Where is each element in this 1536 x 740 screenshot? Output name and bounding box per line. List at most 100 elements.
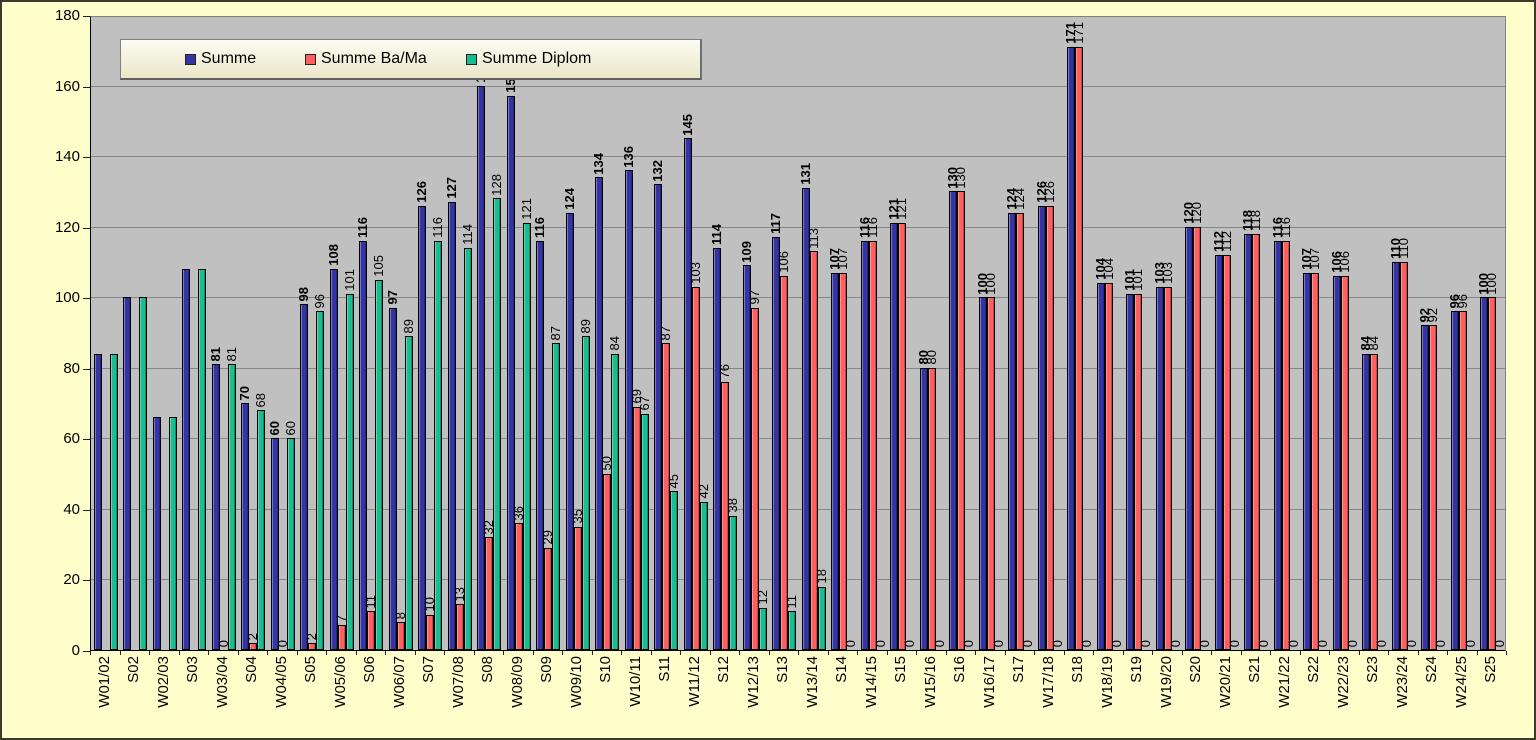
data-label-bama: 80 (923, 350, 939, 365)
data-label-summe: 127 (443, 177, 459, 199)
data-label-diplom: 0 (1374, 639, 1390, 647)
data-label-diplom: 18 (813, 569, 829, 584)
data-label-bama: 126 (1041, 180, 1057, 203)
x-axis-category-label: W17/18 (1039, 656, 1057, 708)
x-axis-tick (444, 651, 445, 655)
data-label-diplom: 67 (636, 396, 652, 411)
y-axis-tick (83, 580, 90, 582)
bar-bama (1429, 325, 1438, 650)
x-axis-tick (503, 651, 504, 655)
bar-bama (839, 272, 848, 650)
x-axis-tick (886, 651, 888, 655)
y-axis-tick-label: 160 (54, 77, 80, 95)
bar-bama (1075, 46, 1084, 650)
bar-summe (1303, 272, 1312, 650)
bar-bama (1193, 226, 1202, 650)
bar-summe (1185, 226, 1194, 650)
x-axis-category-label: S10 (597, 656, 615, 683)
bar-bama (455, 604, 464, 650)
data-label-diplom: 12 (754, 590, 770, 605)
data-label-diplom: 0 (1079, 639, 1095, 647)
data-label-bama: 171 (1071, 22, 1087, 44)
data-label-summe: 117 (768, 213, 784, 235)
bar-bama (1134, 293, 1143, 650)
y-axis-tick (83, 298, 90, 300)
bar-summe (1214, 254, 1223, 650)
data-label-summe: 116 (355, 216, 371, 238)
data-label-summe: 126 (414, 180, 430, 203)
data-label-diplom: 89 (400, 318, 416, 334)
x-axis-category-label: S14 (833, 656, 851, 683)
data-label-diplom: 45 (666, 473, 682, 489)
x-axis-tick (473, 651, 475, 655)
x-axis-tick (1122, 651, 1124, 655)
y-axis-tick (83, 439, 90, 441)
x-axis-tick (739, 651, 740, 655)
data-label-bama: 112 (1218, 231, 1234, 252)
bar-summe (1008, 212, 1017, 650)
data-label-diplom: 116 (430, 217, 446, 238)
bar-diplom (404, 336, 413, 650)
bar-summe (241, 403, 250, 650)
legend: Summe Summe Ba/Ma Summe Diplom (120, 39, 702, 80)
data-label-bama: 96 (1454, 293, 1470, 309)
x-axis-tick (591, 651, 593, 655)
data-label-bama: 124 (1012, 187, 1028, 210)
x-axis-tick (326, 651, 327, 655)
data-label-diplom: 84 (607, 336, 623, 351)
x-axis-category-label: W05/06 (331, 656, 349, 708)
x-axis-tick (208, 651, 209, 655)
bar-bama (396, 621, 405, 650)
x-axis-tick (532, 651, 534, 655)
bar-diplom (463, 247, 472, 650)
bar-diplom (375, 279, 384, 650)
data-label-bama: 100 (982, 272, 998, 295)
bar-bama (1340, 276, 1349, 650)
x-axis-category-label: W22/23 (1334, 656, 1352, 708)
bar-summe (1421, 325, 1430, 650)
bar-bama (721, 381, 730, 650)
x-axis-tick (1152, 651, 1153, 655)
x-axis-category-label: W06/07 (390, 656, 408, 708)
data-label-diplom: 42 (695, 484, 711, 499)
data-label-diplom: 38 (725, 498, 741, 513)
data-label-bama: 87 (658, 325, 674, 341)
bar-summe (182, 269, 191, 650)
data-label-summe: 131 (797, 163, 813, 185)
y-axis-tick-label: 180 (54, 7, 80, 24)
bar-diplom (286, 438, 295, 650)
data-label-diplom: 0 (1138, 639, 1154, 647)
bar-bama (367, 611, 376, 650)
data-label-diplom: 0 (843, 639, 859, 647)
data-label-diplom: 0 (1492, 639, 1508, 647)
bar-summe (978, 297, 987, 650)
x-axis-tick (237, 651, 239, 655)
x-axis-tick (149, 651, 150, 655)
data-label-diplom: 0 (1344, 639, 1360, 647)
data-label-diplom: 114 (459, 224, 475, 245)
data-label-diplom: 0 (1285, 639, 1301, 647)
bar-summe (93, 353, 102, 650)
bar-bama (1252, 233, 1261, 650)
x-axis-category-label: W09/10 (567, 656, 585, 708)
x-axis-category-label: W07/08 (449, 656, 467, 708)
data-label-bama: 101 (1130, 269, 1146, 291)
data-label-summe: 124 (561, 187, 577, 210)
x-axis-category-label: W21/22 (1275, 656, 1293, 708)
x-axis-tick (562, 651, 563, 655)
bar-summe (801, 187, 810, 650)
bar-summe (1273, 240, 1282, 650)
bar-summe (772, 237, 781, 650)
bar-bama (1222, 254, 1231, 650)
x-axis-category-label: W20/21 (1216, 656, 1234, 708)
data-label-bama: 76 (717, 364, 733, 379)
bar-bama (809, 251, 818, 650)
bar-summe (1155, 286, 1164, 650)
bar-summe (536, 240, 545, 650)
x-axis-tick (768, 651, 770, 655)
bar-summe (211, 364, 220, 650)
data-label-bama: 116 (1277, 217, 1293, 238)
bar-diplom (817, 586, 826, 650)
x-axis-tick (90, 651, 91, 655)
legend-item-diplom: Summe Diplom (466, 40, 591, 78)
